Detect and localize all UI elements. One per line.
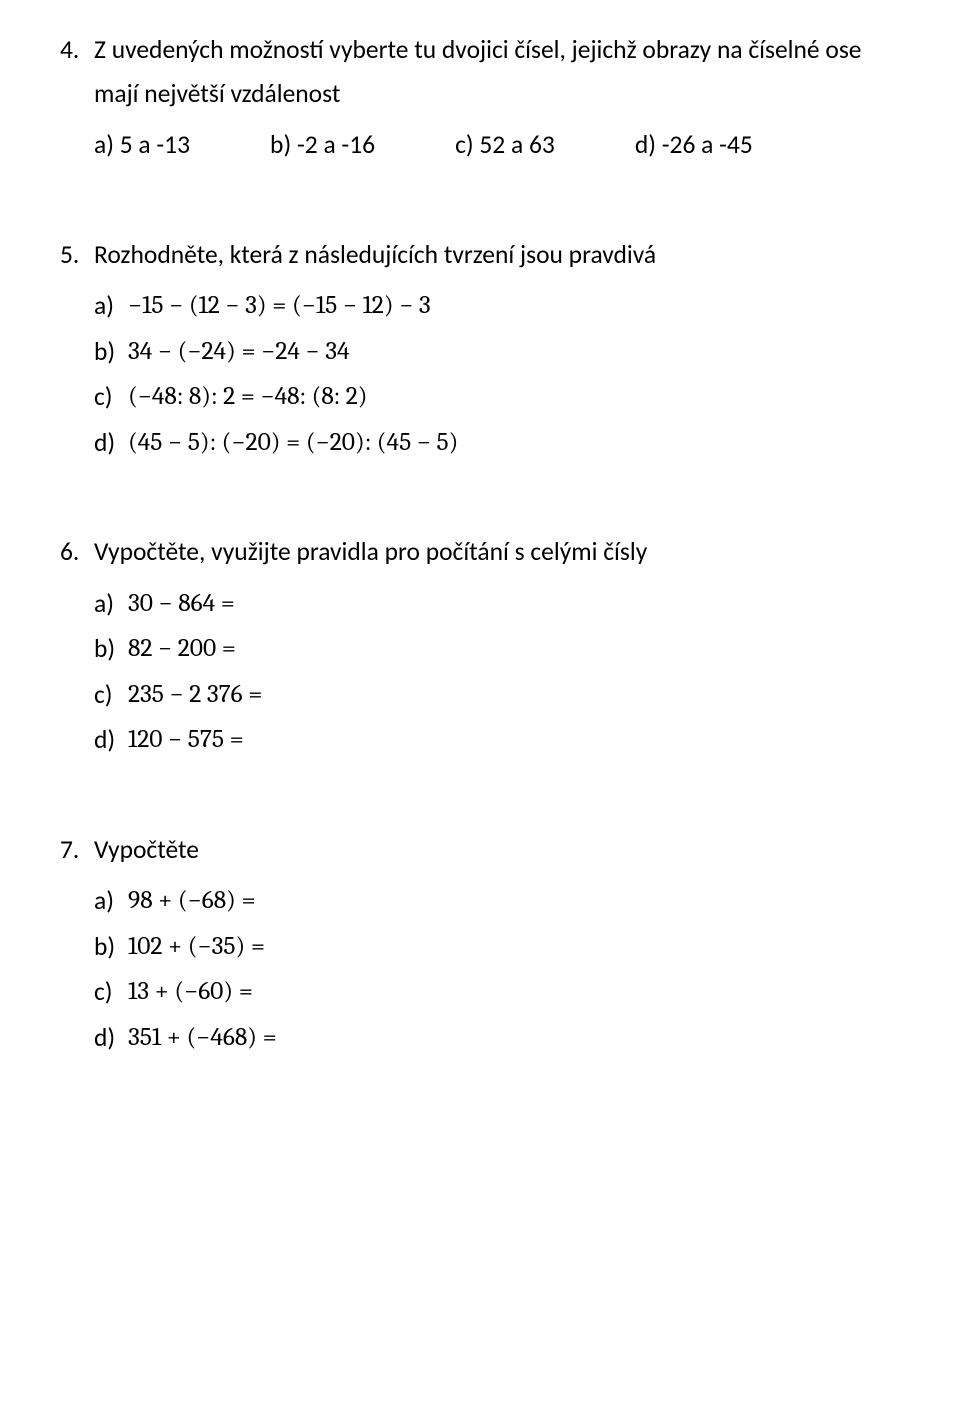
question-6-option-c: c) 235 − 2 376 = (94, 675, 960, 715)
option-letter: d) (94, 720, 128, 760)
question-6-options: a) 30 − 864 = b) 82 − 200 = c) 235 − 2 3… (94, 584, 960, 760)
question-5: 5. Rozhodněte, která z následujících tvr… (60, 235, 960, 463)
question-4: 4. Z uvedených možností vyberte tu dvoji… (60, 30, 960, 165)
question-4-text-line1: Z uvedených možností vyberte tu dvojici … (94, 30, 960, 70)
option-math: 120 − 575 = (128, 720, 244, 760)
question-4-number: 4. (60, 30, 94, 70)
question-7-options: a) 98 + (−68) = b) 102 + (−35) = c) 13 +… (94, 881, 960, 1057)
option-math: 13 + (−60) = (128, 972, 253, 1012)
question-6-option-a: a) 30 − 864 = (94, 584, 960, 624)
question-6-number: 6. (60, 532, 94, 572)
question-5-number: 5. (60, 235, 94, 275)
question-6-option-d: d) 120 − 575 = (94, 720, 960, 760)
question-5-text: Rozhodněte, která z následujících tvrzen… (94, 235, 960, 275)
option-letter: c) (94, 675, 128, 715)
question-7-option-a: a) 98 + (−68) = (94, 881, 960, 921)
option-math: 102 + (−35) = (128, 927, 265, 967)
option-math: 235 − 2 376 = (128, 675, 262, 715)
question-4-option-a: a) 5 a -13 (94, 125, 190, 165)
option-math: 98 + (−68) = (128, 881, 256, 921)
question-5-option-b: b) 34 − (−24) = −24 − 34 (94, 332, 960, 372)
question-6-text: Vypočtěte, využijte pravidla pro počítán… (94, 532, 960, 572)
question-6-option-b: b) 82 − 200 = (94, 629, 960, 669)
option-letter: c) (94, 377, 128, 417)
option-letter: a) (94, 286, 128, 326)
question-4-option-d: d) -26 a -45 (635, 125, 753, 165)
option-math: 351 + (−468) = (128, 1018, 277, 1058)
question-6-header: 6. Vypočtěte, využijte pravidla pro počí… (60, 532, 960, 572)
question-6: 6. Vypočtěte, využijte pravidla pro počí… (60, 532, 960, 760)
question-4-text-line2: mají největší vzdálenost (94, 74, 960, 114)
question-7-header: 7. Vypočtěte (60, 830, 960, 870)
option-letter: d) (94, 423, 128, 463)
question-4-options: a) 5 a -13 b) -2 a -16 c) 52 a 63 d) -26… (94, 125, 960, 165)
question-7-option-b: b) 102 + (−35) = (94, 927, 960, 967)
option-math: 30 − 864 = (128, 584, 235, 624)
option-letter: d) (94, 1018, 128, 1058)
option-math: 82 − 200 = (128, 629, 236, 669)
question-7-number: 7. (60, 830, 94, 870)
question-5-options: a) −15 − (12 − 3) = (−15 − 12) − 3 b) 34… (94, 286, 960, 462)
question-4-header: 4. Z uvedených možností vyberte tu dvoji… (60, 30, 960, 70)
question-5-option-d: d) (45 − 5): (−20) = (−20): (45 − 5) (94, 423, 960, 463)
option-letter: b) (94, 927, 128, 967)
option-letter: b) (94, 332, 128, 372)
question-4-option-b: b) -2 a -16 (270, 125, 375, 165)
option-math: −15 − (12 − 3) = (−15 − 12) − 3 (128, 286, 431, 326)
option-letter: a) (94, 881, 128, 921)
option-math: 34 − (−24) = −24 − 34 (128, 332, 350, 372)
option-letter: c) (94, 972, 128, 1012)
question-7-option-d: d) 351 + (−468) = (94, 1018, 960, 1058)
question-4-option-c: c) 52 a 63 (455, 125, 555, 165)
option-letter: b) (94, 629, 128, 669)
question-7-text: Vypočtěte (94, 830, 960, 870)
question-5-header: 5. Rozhodněte, která z následujících tvr… (60, 235, 960, 275)
option-math: (−48: 8): 2 = −48: (8: 2) (128, 377, 368, 417)
question-5-option-a: a) −15 − (12 − 3) = (−15 − 12) − 3 (94, 286, 960, 326)
question-7: 7. Vypočtěte a) 98 + (−68) = b) 102 + (−… (60, 830, 960, 1058)
option-math: (45 − 5): (−20) = (−20): (45 − 5) (128, 423, 458, 463)
option-letter: a) (94, 584, 128, 624)
question-7-option-c: c) 13 + (−60) = (94, 972, 960, 1012)
question-5-option-c: c) (−48: 8): 2 = −48: (8: 2) (94, 377, 960, 417)
